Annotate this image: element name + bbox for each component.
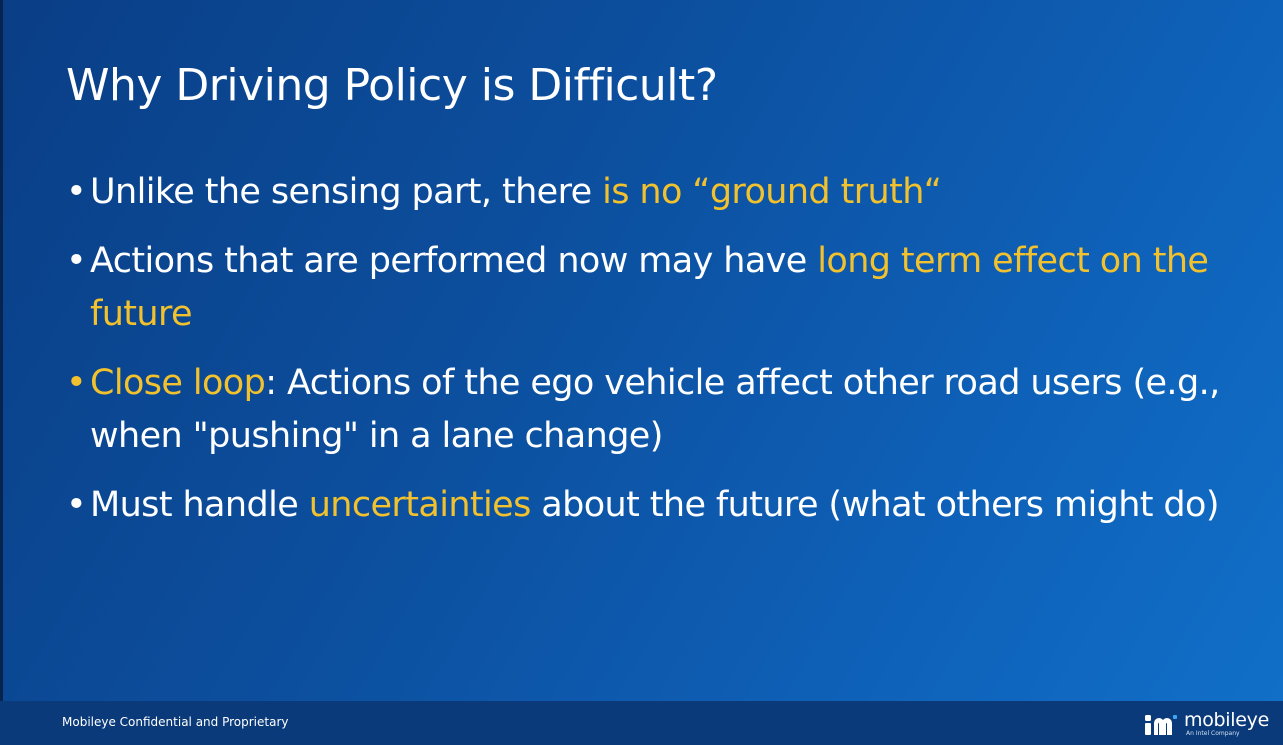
bullet-text: Unlike the sensing part, there <box>90 172 603 212</box>
bullet-dot: • <box>66 363 87 403</box>
bullet-text: about the future (what others might do) <box>530 485 1219 525</box>
bullet-text: Must handle <box>90 485 309 525</box>
bullet-text: : Actions of the ego vehicle affect othe… <box>90 363 1220 456</box>
slide-footer: Mobileye Confidential and Proprietary mo… <box>0 701 1283 745</box>
bullet-dot: • <box>66 241 87 281</box>
logo-subtitle: An Intel Company <box>1186 730 1240 737</box>
confidential-notice: Mobileye Confidential and Proprietary <box>62 715 289 729</box>
bullet-item: • Unlike the sensing part, there is no “… <box>64 166 1234 219</box>
bullet-highlight: uncertainties <box>308 485 532 525</box>
bullet-highlight: is no “ground truth“ <box>602 172 942 212</box>
bullet-item: • Close loop: Actions of the ego vehicle… <box>64 357 1234 463</box>
slide-title: Why Driving Policy is Difficult? <box>66 60 718 111</box>
bullet-dot: • <box>66 172 87 212</box>
bullet-list: • Unlike the sensing part, there is no “… <box>64 166 1234 548</box>
logo-wordmark: mobileye <box>1184 709 1269 731</box>
bullet-dot: • <box>66 485 87 525</box>
mobileye-logo-icon <box>1145 715 1178 735</box>
bullet-highlight: long term effect on the future <box>90 241 1209 334</box>
bullet-text: Actions that are performed now may have <box>90 241 818 281</box>
bullet-item: • Must handle uncertainties about the fu… <box>64 479 1234 532</box>
mobileye-logo: mobileye An Intel Company <box>1144 709 1269 739</box>
bullet-item: • Actions that are performed now may hav… <box>64 235 1234 341</box>
bullet-highlight: Close loop <box>90 363 266 403</box>
